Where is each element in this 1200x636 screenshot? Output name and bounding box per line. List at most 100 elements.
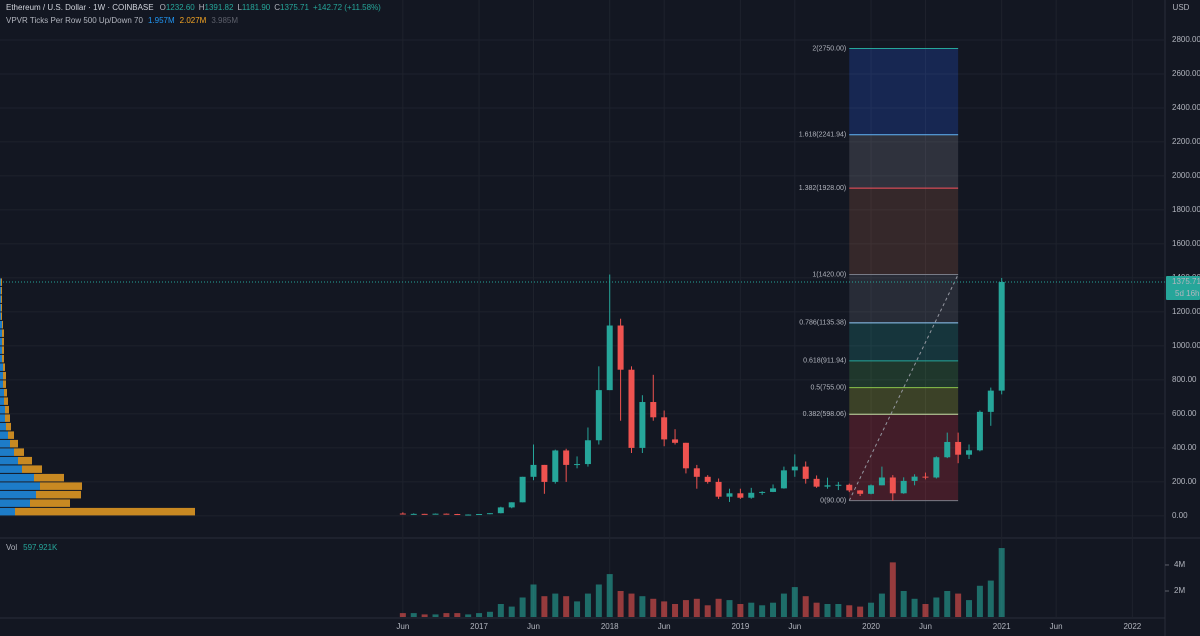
- candle-body: [628, 369, 635, 448]
- candle-body: [650, 402, 657, 418]
- y-tick-label: 2400.00: [1172, 103, 1200, 112]
- volume-bar: [911, 598, 918, 617]
- fib-label: 0.382(598.06): [803, 411, 847, 418]
- candle-body: [835, 484, 842, 486]
- volume-bar: [835, 603, 842, 617]
- candle-body: [889, 477, 896, 494]
- candle-body: [770, 488, 777, 492]
- header: Ethereum / U.S. Dollar · 1W · COINBASE O1…: [6, 3, 381, 12]
- vpvr-down: [1, 312, 2, 320]
- candle-body: [606, 325, 613, 391]
- vpvr-down: [3, 363, 5, 371]
- currency: USD: [1173, 3, 1190, 12]
- fib-label: 0.618(911.94): [803, 358, 846, 365]
- x-tick-label: Jun: [1050, 622, 1063, 631]
- ohlc-key: H: [199, 3, 205, 12]
- candle-body: [465, 514, 472, 516]
- volume-title: Vol 597.921K: [6, 543, 58, 552]
- candle-body: [443, 513, 450, 515]
- vpvr-down: [2, 354, 4, 363]
- volume-bar: [443, 613, 450, 617]
- vpvr-down: [8, 431, 14, 439]
- volume-bar: [966, 600, 973, 617]
- fib-label: 1.382(1928.00): [799, 185, 846, 192]
- vpvr-up: [0, 422, 6, 431]
- vpvr-down: [5, 405, 9, 414]
- volume-bar: [584, 593, 591, 617]
- x-tick-label: 2022: [1123, 622, 1141, 631]
- candle-body: [508, 502, 515, 508]
- volume-bar: [933, 597, 940, 617]
- vpvr-down: [3, 371, 6, 380]
- plot: 0(90.00) 0.382(598.06) 0.5(755.00) 0.618(91…: [0, 45, 1165, 617]
- x-tick-label: 2020: [862, 622, 880, 631]
- vpvr-up: [0, 439, 10, 448]
- candle-body: [541, 464, 548, 482]
- y-tick-label: 2000.00: [1172, 171, 1200, 180]
- volume-bar: [541, 596, 548, 617]
- indicator-value: 2.027M: [180, 16, 207, 25]
- vpvr-down: [2, 337, 4, 346]
- candle-body: [410, 513, 417, 515]
- volume-bar: [802, 596, 809, 617]
- candle-body: [922, 476, 929, 478]
- vpvr-down: [4, 388, 7, 397]
- x-tick-label: Jun: [788, 622, 801, 631]
- candle-body: [661, 417, 668, 440]
- volume-bar: [900, 590, 907, 617]
- volume-bar: [552, 593, 559, 617]
- candle-body: [672, 439, 679, 443]
- candle-body: [933, 457, 940, 478]
- vpvr-down: [36, 490, 81, 499]
- candle-body: [955, 441, 962, 455]
- indicator-value: 1.957M: [148, 16, 175, 25]
- volume-bar: [878, 593, 885, 617]
- volume-bar: [508, 606, 515, 617]
- volume-bar: [846, 605, 853, 617]
- volume-bar: [476, 613, 483, 617]
- candle-body: [486, 513, 493, 515]
- vpvr-up: [0, 363, 3, 371]
- y-tick-label: 400.00: [1172, 443, 1197, 452]
- candle-body: [976, 411, 983, 451]
- vpvr-down: [2, 329, 4, 337]
- vpvr-up: [0, 295, 1, 303]
- volume-bar: [399, 613, 406, 617]
- volume-bar: [682, 600, 689, 617]
- vpvr-up: [0, 303, 1, 312]
- x-tick-label: 2021: [993, 622, 1011, 631]
- candle-body: [737, 493, 744, 498]
- x-tick-label: Jun: [527, 622, 540, 631]
- candle-body: [476, 514, 483, 516]
- vpvr-up: [0, 456, 18, 465]
- ohlc-key: O: [160, 3, 166, 12]
- vpvr-up: [0, 286, 1, 295]
- vpvr-up: [0, 473, 34, 482]
- volume-bar: [574, 601, 581, 617]
- vpvr-down: [22, 465, 42, 473]
- x-tick-label: Jun: [658, 622, 671, 631]
- y-tick-label: 800.00: [1172, 375, 1197, 384]
- x-tick-label: 2017: [470, 622, 488, 631]
- vpvr-down: [5, 414, 10, 422]
- volume-bar: [693, 598, 700, 617]
- fib-zone: [849, 387, 959, 415]
- fib-zone: [849, 360, 959, 388]
- fib-label: 1(1420.00): [812, 271, 846, 278]
- candle-body: [639, 402, 646, 448]
- vpvr-down: [2, 346, 4, 354]
- y-tick-label: 2800.00: [1172, 35, 1200, 44]
- volume-bar: [976, 585, 983, 617]
- vpvr-up: [0, 465, 22, 473]
- volume-bar: [661, 601, 668, 617]
- candle-body: [878, 477, 885, 486]
- vpvr-down: [10, 439, 18, 448]
- candle-body: [530, 464, 537, 477]
- volume-bar: [857, 606, 864, 617]
- x-tick-label: 2018: [601, 622, 619, 631]
- candle-body: [617, 325, 624, 370]
- candle-body: [998, 282, 1005, 391]
- fib-zone: [849, 322, 959, 361]
- y-tick-label: 1200.00: [1172, 307, 1200, 316]
- vpvr-up: [0, 431, 8, 439]
